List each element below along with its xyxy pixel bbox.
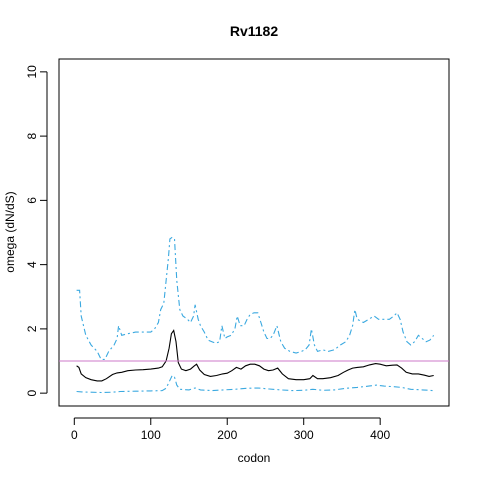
x-tick-label: 200 <box>217 428 237 442</box>
series-line-lower <box>76 374 434 394</box>
x-axis: 0 100 200 300 400 <box>71 417 391 442</box>
y-tick-label: 10 <box>25 65 39 79</box>
x-tick-label: 300 <box>294 428 314 442</box>
chart-title: Rv1182 <box>230 23 278 39</box>
x-tick-label: 0 <box>71 428 78 442</box>
x-tick-label: 400 <box>370 428 390 442</box>
series-line-estimate <box>76 329 434 382</box>
x-tick-label: 100 <box>141 428 161 442</box>
x-axis-label: codon <box>238 451 271 465</box>
y-tick-label: 2 <box>25 325 39 332</box>
y-tick-label: 6 <box>25 197 39 204</box>
y-axis: 0 2 4 6 8 10 <box>25 65 48 396</box>
y-tick-label: 8 <box>25 132 39 139</box>
y-axis-label: omega (dN/dS) <box>3 191 17 272</box>
y-tick-label: 4 <box>25 261 39 268</box>
plot-content <box>59 236 449 394</box>
plot-frame <box>58 58 450 407</box>
y-tick-label: 0 <box>25 389 39 396</box>
series-line-upper <box>76 236 435 360</box>
